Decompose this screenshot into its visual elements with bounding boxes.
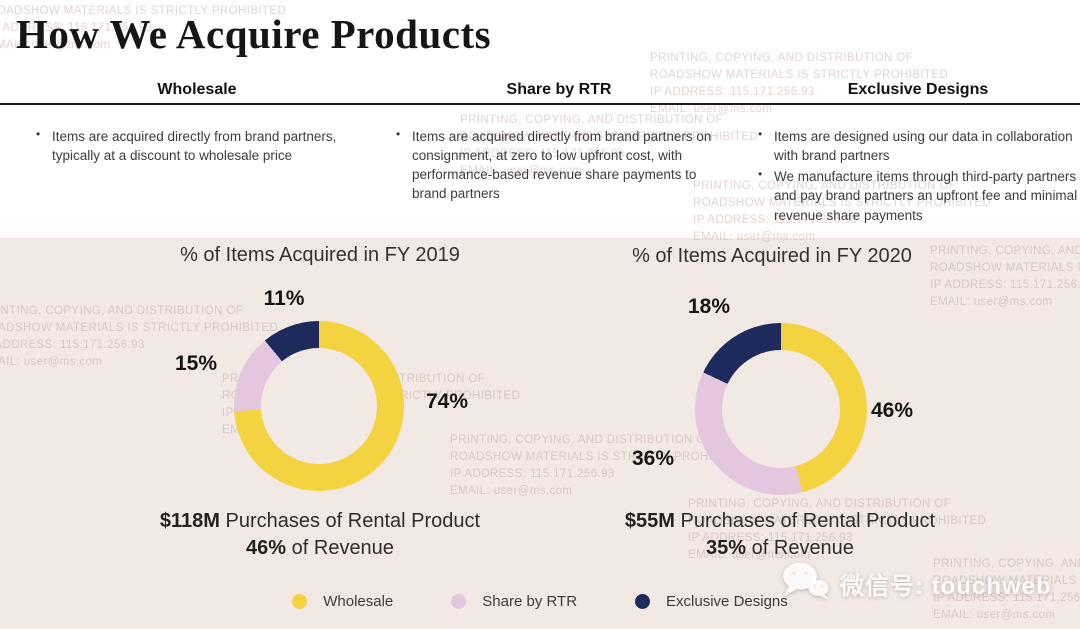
chart-caption-fy2020: $55M Purchases of Rental Product 35% of …: [530, 508, 1030, 562]
column-header-share-by-rtr: Share by RTR: [506, 81, 612, 98]
column-wholesale: Items are acquired directly from brand p…: [30, 126, 378, 167]
donut-hole: [261, 348, 377, 464]
slice-label-wholesale-fy2019: 74%: [425, 390, 469, 413]
wechat-id-text: 微信号: touchweb: [840, 573, 1052, 600]
caption-amount: $55M: [624, 510, 675, 532]
slice-label-exclusive-designs-fy2019: 11%: [263, 287, 305, 310]
legend-swatch-exclusive-designs: [635, 594, 651, 609]
caption-pct: 35%: [706, 537, 747, 559]
caption-line-purchases: $118M Purchases of Rental Product: [70, 508, 570, 535]
legend-item-exclusive-designs: Exclusive Designs: [635, 593, 788, 610]
legend-label: Wholesale: [323, 593, 394, 610]
caption-pct-rest: of Revenue: [286, 537, 394, 559]
caption-line-revenue: 35% of Revenue: [530, 535, 1030, 562]
caption-amount: $118M: [159, 510, 220, 532]
legend-item-share-by-rtr: Share by RTR: [451, 593, 577, 610]
bullet-item: Items are acquired directly from brand p…: [30, 126, 378, 165]
chart-title-fy2019: % of Items Acquired in FY 2019: [180, 244, 460, 266]
caption-line-revenue: 46% of Revenue: [70, 535, 570, 562]
legend-swatch-share-by-rtr: [451, 594, 467, 609]
donut-chart-fy2020: [695, 323, 867, 495]
chart-caption-fy2019: $118M Purchases of Rental Product 46% of…: [70, 508, 570, 562]
bullet-item: Items are acquired directly from brand p…: [390, 126, 726, 204]
bullet-item: We manufacture items through third-party…: [752, 166, 1080, 224]
chart-title-fy2020: % of Items Acquired in FY 2020: [632, 245, 912, 267]
header-divider: [0, 103, 1080, 105]
donut-hole: [722, 350, 840, 468]
slice-label-wholesale-fy2020: 46%: [870, 399, 914, 422]
caption-line-purchases: $55M Purchases of Rental Product: [530, 508, 1030, 535]
charts-section-background: [0, 238, 1080, 629]
slice-label-exclusive-designs-fy2020: 18%: [687, 295, 731, 318]
legend-label: Exclusive Designs: [666, 593, 788, 610]
caption-amount-rest: Purchases of Rental Product: [219, 510, 481, 532]
column-exclusive-designs: Items are designed using our data in col…: [752, 126, 1080, 227]
chart-legend: Wholesale Share by RTR Exclusive Designs: [0, 593, 1080, 610]
column-share-by-rtr: Items are acquired directly from brand p…: [390, 126, 726, 206]
slice-label-share-by-rtr-fy2020: 36%: [631, 447, 675, 470]
donut-chart-fy2019: [234, 321, 404, 491]
wechat-watermark: 微信号: touchweb: [780, 560, 1052, 607]
page-title: How We Acquire Products: [16, 11, 492, 57]
legend-swatch-wholesale: [292, 594, 308, 609]
caption-pct-rest: of Revenue: [746, 537, 854, 559]
slice-label-share-by-rtr-fy2019: 15%: [174, 352, 218, 375]
column-header-wholesale: Wholesale: [157, 81, 237, 98]
caption-amount-rest: Purchases of Rental Product: [674, 510, 936, 532]
caption-pct: 46%: [246, 537, 287, 559]
bullet-item: Items are designed using our data in col…: [752, 126, 1080, 165]
legend-label: Share by RTR: [482, 593, 578, 610]
wechat-icon: [780, 560, 832, 607]
legend-item-wholesale: Wholesale: [292, 593, 393, 610]
column-header-exclusive-designs: Exclusive Designs: [847, 81, 989, 98]
